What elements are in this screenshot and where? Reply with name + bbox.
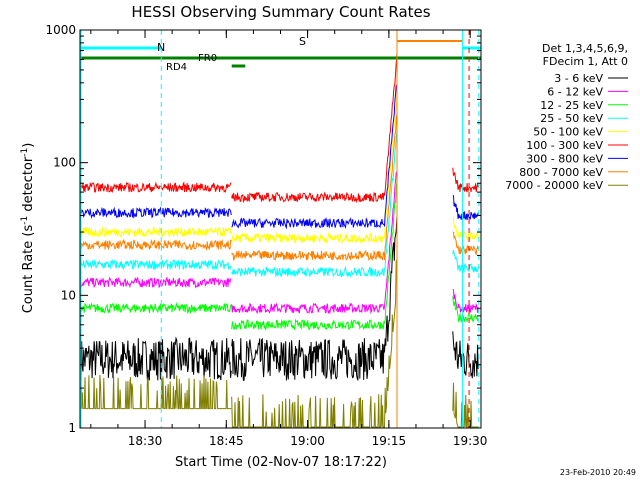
series-3-line	[80, 301, 232, 315]
series-5-line	[452, 216, 479, 241]
series-9-line	[80, 374, 232, 410]
y-axis-label-sup1: -1	[20, 216, 30, 225]
legend-header-line-1: Det 1,3,4,5,6,9,	[542, 42, 628, 55]
annotation-s: S	[299, 35, 306, 48]
y-tick-label: 1	[68, 421, 76, 435]
legend-label: 7000 - 20000 keV	[505, 179, 603, 192]
legend-label: 100 - 300 keV	[526, 139, 603, 152]
y-tick-label: 10	[61, 288, 76, 302]
series-5-line	[80, 226, 232, 238]
y-tick-label: 100	[53, 156, 76, 170]
series-9-line	[452, 382, 479, 428]
series-2-line	[231, 171, 398, 315]
y-axis-label-main: Count Rate (s	[21, 225, 36, 314]
data-layer	[80, 54, 479, 428]
legend-label: 6 - 12 keV	[547, 85, 603, 98]
x-tick-label: 18:45	[209, 434, 244, 448]
series-6-line	[452, 167, 479, 193]
series-1-line	[80, 336, 232, 381]
series-3-line	[452, 296, 479, 323]
y-axis-label: Count Rate (s-1 detector-1)	[20, 143, 36, 314]
y-axis-label-mid: detector	[21, 156, 36, 216]
legend-label: 50 - 100 keV	[533, 126, 603, 139]
series-8-line	[452, 231, 479, 256]
annotation-fr0: FR0	[198, 53, 217, 64]
series-8-line	[80, 238, 232, 251]
flag-bars	[80, 30, 481, 428]
legend-label: 25 - 50 keV	[540, 112, 603, 125]
series-8-line	[231, 114, 398, 262]
annotation-n: N	[157, 41, 165, 54]
legend-header-line-2: FDecim 1, Att 0	[543, 55, 628, 68]
series-7-line	[80, 206, 232, 219]
series-5-line	[231, 96, 398, 244]
x-tick-label: 19:15	[372, 434, 407, 448]
chart-title: HESSI Observing Summary Count Rates	[131, 3, 430, 21]
series-4-line	[80, 258, 232, 271]
series-4-line	[452, 249, 479, 273]
series-4-line	[231, 131, 398, 279]
y-axis-label-end: )	[21, 143, 36, 148]
series-1-line	[452, 331, 479, 379]
series-7-line	[452, 194, 479, 220]
series-3-line	[231, 182, 398, 331]
footer-timestamp: 23-Feb-2010 20:49	[560, 468, 636, 477]
y-tick-label: 1000	[45, 23, 76, 37]
axes: 18:30 18:45 19:00 19:15 19:30 1 10 100 1000	[45, 23, 487, 448]
series-1-line	[231, 217, 398, 381]
x-tick-label: 18:30	[128, 434, 163, 448]
x-tick-label: 19:30	[453, 434, 488, 448]
series-6-line	[80, 181, 232, 193]
legend-label: 800 - 7000 keV	[519, 166, 603, 179]
series-9-line	[231, 259, 398, 428]
legend-label: 3 - 6 keV	[554, 72, 603, 85]
y-axis-label-sup2: -1	[20, 148, 30, 157]
x-tick-label: 19:00	[290, 434, 325, 448]
series-7-line	[231, 84, 398, 230]
legend-label: 300 - 800 keV	[526, 152, 603, 165]
annotation-rd4: RD4	[166, 62, 187, 73]
series-2-line	[80, 276, 232, 289]
series-6-line	[231, 54, 398, 204]
legend-label: 12 - 25 keV	[540, 99, 603, 112]
x-axis-label: Start Time (02-Nov-07 18:17:22)	[175, 455, 387, 470]
